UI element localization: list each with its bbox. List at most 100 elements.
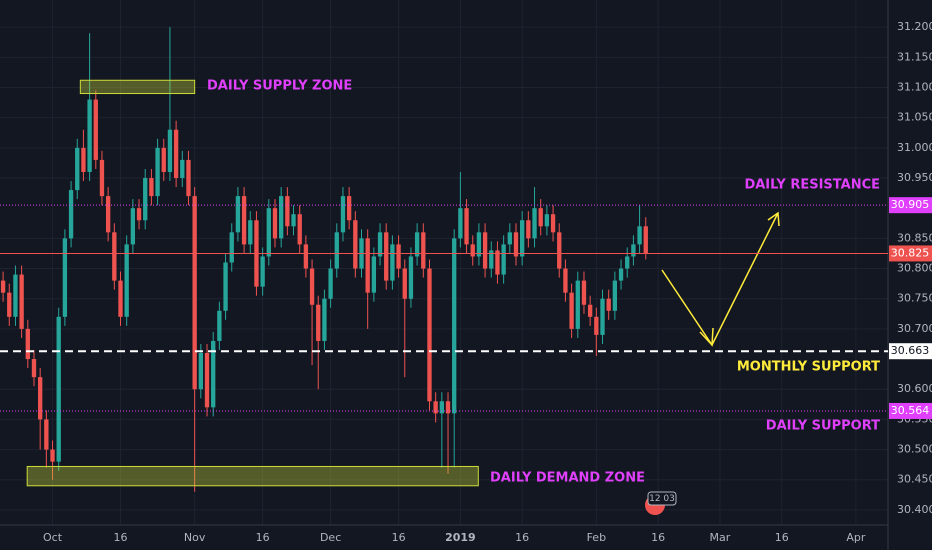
y-tick-label: 31.150: [897, 50, 932, 63]
candle-body: [167, 129, 173, 172]
candle-body: [581, 280, 587, 305]
candle-body: [68, 190, 74, 239]
candle-body: [631, 244, 636, 257]
candle-body: [637, 226, 642, 245]
candle-body: [538, 208, 543, 227]
price-marker-label: 30.663: [891, 344, 930, 357]
candle-body: [87, 99, 92, 172]
candle-body: [322, 298, 327, 341]
candle-body: [285, 196, 290, 227]
candle-body: [371, 256, 377, 293]
zone: [26, 465, 479, 487]
candle-body: [143, 178, 148, 221]
candle-body: [464, 208, 469, 245]
y-tick-label: 31.100: [897, 81, 932, 94]
candle-body: [19, 274, 24, 329]
candle-body: [235, 196, 241, 233]
candle-body: [334, 232, 339, 269]
x-tick-label: 16: [114, 531, 128, 544]
candle-body: [75, 147, 80, 191]
candle-body: [625, 256, 630, 269]
candle-body: [99, 159, 105, 197]
plot: [0, 27, 648, 492]
candle-body: [532, 208, 537, 239]
candle-body: [211, 340, 216, 408]
candle-body: [402, 268, 407, 299]
x-tick-label: 2019: [445, 531, 476, 544]
candle-body: [618, 268, 624, 281]
x-tick-label: 16: [256, 531, 270, 544]
candle-body: [526, 220, 531, 239]
candle-body: [279, 196, 284, 239]
candle-body: [186, 159, 191, 197]
x-tick-label: Nov: [184, 531, 206, 544]
arrow-head: [699, 211, 780, 347]
candle-body: [550, 214, 556, 233]
badge-box: [647, 491, 677, 506]
candle-body: [192, 196, 197, 390]
candle-body: [606, 298, 611, 311]
candle-body: [173, 129, 179, 179]
candle-body: [544, 214, 550, 227]
candle-body: [501, 244, 506, 275]
y-tick-label: 31.000: [897, 141, 932, 154]
candle-body: [229, 232, 234, 263]
candle-body: [93, 99, 98, 160]
candle-body: [130, 208, 136, 245]
candle-body: [7, 292, 12, 317]
candle-body: [248, 220, 253, 245]
candle-body: [155, 147, 160, 197]
candle-body: [612, 280, 618, 311]
candle-body: [563, 268, 568, 293]
candle-body: [105, 196, 111, 233]
x-tick-label: Feb: [587, 531, 606, 544]
candle-body: [377, 232, 383, 257]
candle-body: [507, 232, 512, 245]
price-marker: [889, 197, 932, 214]
candle-body: [260, 256, 265, 287]
y-tick-label: 30.950: [897, 171, 932, 184]
level-label: MONTHLY SUPPORT: [737, 360, 880, 375]
candle-body: [520, 220, 525, 257]
x-tick-label: Dec: [320, 531, 341, 544]
candle-body: [303, 244, 309, 269]
candle-body: [0, 280, 6, 293]
candle-body: [31, 359, 37, 378]
candle-body: [427, 268, 432, 402]
candle-body: [513, 232, 519, 257]
candle-body: [297, 214, 302, 245]
candle-body: [44, 419, 49, 450]
event-badge: 12 03: [645, 491, 677, 515]
candle-body: [25, 328, 30, 360]
candle-body: [180, 159, 185, 179]
candle-body: [557, 232, 562, 269]
candle-body: [149, 178, 154, 197]
candle-body: [587, 304, 593, 317]
x-tick-label: 16: [775, 531, 789, 544]
candle-body: [272, 208, 278, 239]
zone: [79, 79, 196, 95]
price-marker: [889, 245, 932, 262]
candle-body: [198, 353, 203, 390]
y-tick-label: 30.850: [897, 231, 932, 244]
candle-body: [161, 147, 166, 172]
y-tick-label: 30.700: [897, 322, 932, 335]
candle-body: [38, 377, 43, 420]
x-tick-label: Oct: [43, 531, 63, 544]
candle-body: [384, 232, 389, 281]
candle-body: [575, 280, 580, 329]
price-marker: [889, 402, 932, 419]
candle-body: [408, 256, 414, 299]
y-tick-label: 30.500: [897, 443, 932, 456]
y-tick-label: 30.750: [897, 292, 932, 305]
y-tick-label: 31.050: [897, 111, 932, 124]
y-tick-label: 30.400: [897, 503, 932, 516]
zone-label: DAILY SUPPLY ZONE: [207, 79, 352, 94]
candle-body: [600, 298, 605, 335]
price-marker-label: 30.825: [891, 246, 930, 259]
candle-body: [136, 208, 142, 221]
candle-body: [118, 280, 123, 317]
candle-body: [316, 304, 321, 341]
